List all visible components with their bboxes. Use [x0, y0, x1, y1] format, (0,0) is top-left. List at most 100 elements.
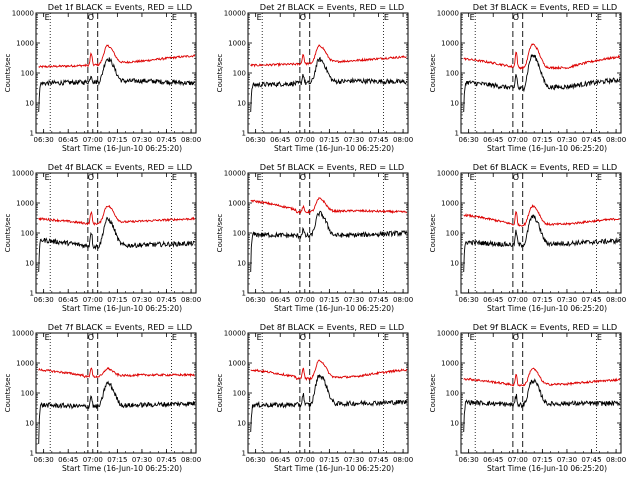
x-axis-label: Start Time (16-Jun-10 06:25:20): [487, 464, 607, 473]
x-tick-label: 08:00: [606, 296, 626, 304]
x-axis-label: Start Time (16-Jun-10 06:25:20): [274, 304, 394, 313]
events-series-line: [250, 210, 408, 273]
x-tick-label: 07:45: [368, 296, 388, 304]
x-tick-label: 07:15: [532, 296, 552, 304]
panel-5: Det 5f BLACK = Events, RED = LLD 1 10 100 10…: [216, 162, 413, 313]
panel-9: Det 9f BLACK = Events, RED = LLD 1 10 100 10…: [429, 322, 626, 473]
x-tick-label: 06:45: [483, 296, 503, 304]
y-tick-label: 100: [21, 390, 34, 398]
x-axis-label: Start Time (16-Jun-10 06:25:20): [62, 464, 182, 473]
x-tick-label: 07:30: [344, 136, 364, 144]
x-axis-label: Start Time (16-Jun-10 06:25:20): [274, 144, 394, 153]
marker-label: E: [172, 13, 177, 22]
y-tick-label: 1: [242, 130, 246, 138]
x-tick-label: 06:45: [483, 136, 503, 144]
x-tick-label: 07:15: [107, 136, 127, 144]
marker-label: E: [45, 13, 50, 22]
panel-title: Det 1f BLACK = Events, RED = LLD: [48, 2, 192, 12]
y-tick-label: 10000: [224, 170, 246, 178]
y-tick-label: 10: [450, 420, 459, 428]
lld-series-line: [38, 44, 196, 69]
x-tick-label: 08:00: [606, 456, 626, 464]
x-tick-label: 06:30: [459, 456, 479, 464]
y-axis-label: Counts/sec: [216, 374, 224, 413]
x-tick-label: 06:30: [246, 136, 266, 144]
lld-series-line: [38, 366, 195, 379]
x-tick-label: 07:15: [319, 296, 339, 304]
x-tick-label: 07:15: [532, 456, 552, 464]
marker-label: E: [384, 13, 389, 22]
marker-label: E: [470, 333, 475, 342]
y-tick-label: 1: [455, 450, 459, 458]
y-tick-label: 10: [25, 260, 34, 268]
panel-title: Det 8f BLACK = Events, RED = LLD: [260, 322, 404, 332]
x-tick-label: 06:30: [34, 136, 54, 144]
lld-series-line: [250, 197, 408, 215]
events-series-line: [463, 214, 621, 273]
x-tick-label: 07:00: [508, 296, 528, 304]
panel-1: Det 1f BLACK = Events, RED = LLD 1 10 100 10…: [4, 2, 201, 153]
panel-title: Det 2f BLACK = Events, RED = LLD: [260, 2, 404, 12]
events-series-line: [463, 378, 621, 433]
marker-label: E: [597, 13, 602, 22]
x-tick-label: 07:00: [83, 136, 103, 144]
x-tick-label: 08:00: [393, 136, 413, 144]
x-tick-label: 06:30: [459, 296, 479, 304]
x-tick-label: 07:30: [557, 456, 577, 464]
panel-title: Det 4f BLACK = Events, RED = LLD: [48, 162, 192, 172]
y-axis-label: Counts/sec: [429, 54, 437, 93]
x-tick-label: 07:30: [344, 296, 364, 304]
x-tick-label: 07:15: [319, 136, 339, 144]
y-tick-label: 1: [242, 450, 246, 458]
y-tick-label: 10000: [224, 330, 246, 338]
y-tick-label: 10: [25, 100, 34, 108]
y-tick-label: 10: [237, 260, 246, 268]
marker-label: E: [172, 333, 177, 342]
marker-label: O: [88, 333, 94, 342]
marker-label: E: [257, 333, 262, 342]
marker-label: O: [513, 333, 519, 342]
events-series-line: [250, 56, 408, 113]
x-tick-label: 08:00: [393, 296, 413, 304]
x-tick-label: 08:00: [181, 136, 201, 144]
y-tick-label: 10: [237, 420, 246, 428]
marker-label: O: [513, 173, 519, 182]
lld-series-line: [463, 43, 621, 71]
lld-series-line: [38, 204, 196, 226]
marker-label: O: [513, 13, 519, 22]
plot-frame: [35, 332, 197, 454]
plot-frame: [247, 332, 409, 454]
x-tick-label: 06:45: [58, 456, 78, 464]
y-tick-label: 100: [446, 230, 459, 238]
x-tick-label: 06:45: [270, 456, 290, 464]
panel-2: Det 2f BLACK = Events, RED = LLD 1 10 100 10…: [216, 2, 413, 153]
y-tick-label: 1000: [228, 40, 246, 48]
events-series-line: [38, 380, 196, 445]
marker-label: O: [88, 173, 94, 182]
x-tick-label: 06:30: [34, 296, 54, 304]
x-tick-label: 07:45: [156, 296, 176, 304]
x-tick-label: 07:30: [132, 136, 152, 144]
y-tick-label: 100: [446, 70, 459, 78]
y-tick-label: 10000: [12, 330, 34, 338]
y-tick-label: 100: [233, 230, 246, 238]
panel-title: Det 7f BLACK = Events, RED = LLD: [48, 322, 192, 332]
marker-label: E: [172, 173, 177, 182]
x-tick-label: 08:00: [181, 296, 201, 304]
lld-series-line: [250, 359, 408, 382]
x-tick-label: 07:15: [107, 296, 127, 304]
panel-7: Det 7f BLACK = Events, RED = LLD 1 10 100 10…: [4, 322, 201, 473]
x-tick-label: 07:00: [83, 456, 103, 464]
x-axis-label: Start Time (16-Jun-10 06:25:20): [487, 304, 607, 313]
x-tick-label: 08:00: [606, 136, 626, 144]
x-tick-label: 06:30: [246, 456, 266, 464]
events-series-line: [463, 54, 621, 113]
y-tick-label: 10: [237, 100, 246, 108]
panel-8: Det 8f BLACK = Events, RED = LLD 1 10 100 10…: [216, 322, 413, 473]
y-tick-label: 1000: [228, 200, 246, 208]
y-tick-label: 10000: [12, 10, 34, 18]
x-tick-label: 06:45: [58, 296, 78, 304]
x-tick-label: 08:00: [393, 456, 413, 464]
y-tick-label: 100: [233, 390, 246, 398]
x-tick-label: 07:00: [508, 456, 528, 464]
